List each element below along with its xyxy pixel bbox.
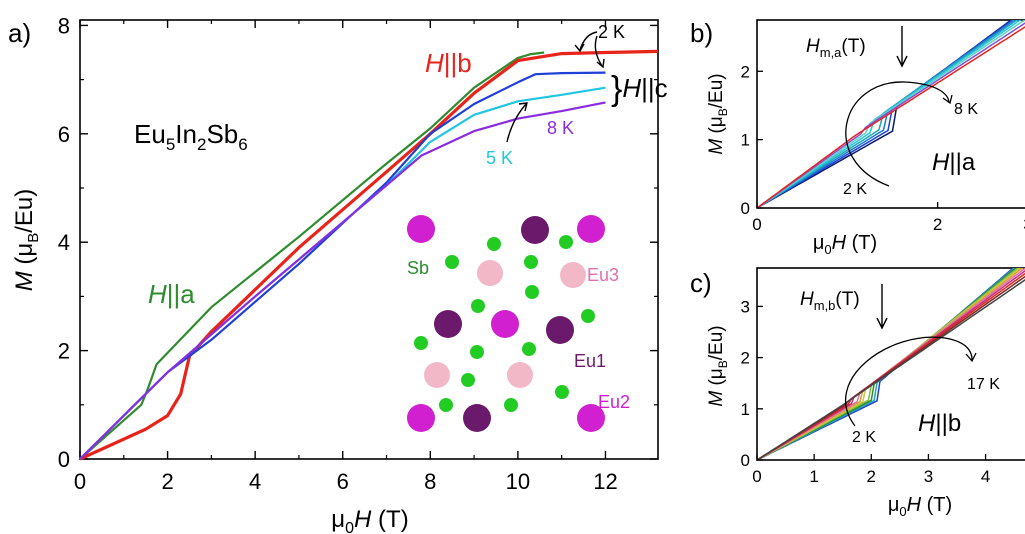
sb-atoms <box>414 235 595 412</box>
panel-a-xlabel: μ0H (T) <box>331 506 408 534</box>
x-tick-label: 0 <box>74 469 86 494</box>
temperature-curve-5 <box>757 268 1024 460</box>
panel-b: b) Hm,a(T) 8 K 2 K H||a μ0H (T) M (μB/Eu… <box>690 18 1025 257</box>
annotation-arrows <box>506 31 605 143</box>
panel-b-frame <box>756 19 1025 209</box>
y-tick-label: 2 <box>741 62 750 81</box>
y-tick-label: 2 <box>58 339 70 364</box>
panel-b-high-t: 8 K <box>954 101 978 118</box>
panel-c-ylabel: M (μB/Eu) <box>706 325 730 406</box>
x-tick-label: 2 <box>161 469 173 494</box>
temperature-curve-6 <box>757 268 1025 460</box>
x-tick-label: 2 <box>933 215 942 234</box>
x-tick-label: 0 <box>752 467 761 486</box>
panel-c-frame <box>756 267 1025 461</box>
temperature-curve-0 <box>757 268 1015 460</box>
temperature-curve-4 <box>757 268 1022 460</box>
x-tick-label: 4 <box>981 467 990 486</box>
x-tick-label: 0 <box>752 215 761 234</box>
temperature-curve-3 <box>757 268 1019 460</box>
x-tick-label: 12 <box>593 469 617 494</box>
y-tick-label: 6 <box>58 122 70 147</box>
y-tick-label: 1 <box>741 400 750 419</box>
panel-c-field-label: H||b <box>918 410 961 437</box>
y-tick-label: 1 <box>741 131 750 150</box>
temperature-curve-5 <box>757 20 1025 208</box>
panel-c-hm-label: Hm,b(T) <box>800 289 860 313</box>
panel-b-low-t: 2 K <box>843 181 867 198</box>
y-tick-label: 8 <box>58 13 70 38</box>
panel-b-label: b) <box>690 18 713 48</box>
panel-b-ylabel: M (μB/Eu) <box>706 73 730 154</box>
eu1-label: Eu1 <box>574 351 606 371</box>
y-tick-label: 0 <box>741 199 750 218</box>
label-h-c: }H||c <box>611 70 668 108</box>
panel-c-ticks: 0 1 2 3 4 0 1 2 3 <box>741 297 991 486</box>
series-line-1 <box>79 49 659 461</box>
label-5k: 5 K <box>486 148 513 168</box>
panel-c-xlabel: μ0H (T) <box>888 494 952 519</box>
panel-a-frame <box>79 19 659 460</box>
x-tick-label: 1 <box>809 467 818 486</box>
series-line-4 <box>79 101 606 460</box>
temperature-curve-6 <box>757 22 1025 208</box>
panel-c-high-t: 17 K <box>967 376 1000 393</box>
compound-formula: Eu5In2Sb6 <box>134 119 248 154</box>
panel-c-low-t: 2 K <box>852 429 876 446</box>
label-h-a: H||a <box>148 279 195 309</box>
panel-b-xlabel: μ0H (T) <box>813 232 877 257</box>
panel-a-series <box>79 49 659 461</box>
eu2-atoms <box>407 215 605 432</box>
x-tick-label: 3 <box>924 467 933 486</box>
sb-label: Sb <box>407 258 429 278</box>
temperature-curve-7 <box>757 26 1025 208</box>
panel-b-hm-label: Hm,a(T) <box>806 36 866 60</box>
panel-a: a) 0 2 4 6 8 10 12 0 2 4 6 8 <box>8 13 668 534</box>
panel-b-series <box>757 20 1025 208</box>
temperature-curve-10 <box>757 279 1025 460</box>
panel-c-label: c) <box>690 268 712 298</box>
eu3-label: Eu3 <box>587 265 619 285</box>
panel-a-ylabel: M (μB/Eu) <box>11 189 42 292</box>
temperature-curve-1 <box>757 268 1016 460</box>
y-tick-label: 0 <box>741 451 750 470</box>
temperature-curve-2 <box>757 268 1018 460</box>
panel-c: c) Hm,b(T) 17 K 2 K H||b μ0H (T) M (μB/E… <box>690 267 1025 519</box>
x-tick-label: 10 <box>506 469 530 494</box>
x-tick-label: 3 <box>1023 215 1025 234</box>
panel-a-ticks: 0 2 4 6 8 10 12 0 2 4 6 8 <box>58 13 658 494</box>
panel-c-hm-arrow <box>876 284 888 330</box>
label-2k: 2 K <box>598 22 625 42</box>
x-tick-label: 6 <box>337 469 349 494</box>
label-8k: 8 K <box>547 118 574 138</box>
x-tick-label: 2 <box>867 467 876 486</box>
y-tick-label: 3 <box>741 297 750 316</box>
panel-b-temp-arrow <box>845 81 950 187</box>
eu1-atoms <box>434 216 574 432</box>
panel-b-hm-arrow <box>896 26 908 68</box>
panel-b-field-label: H||a <box>932 149 976 176</box>
panel-c-temp-arrow <box>844 336 973 427</box>
x-tick-label: 4 <box>249 469 261 494</box>
panel-a-label: a) <box>8 18 31 48</box>
y-tick-label: 4 <box>58 230 70 255</box>
panel-b-ticks: 0 2 3 0 1 2 <box>741 62 1025 234</box>
panel-c-series <box>757 268 1025 460</box>
eu3-atoms <box>424 260 586 388</box>
series-line-0 <box>79 51 545 460</box>
temperature-curve-4 <box>757 20 1022 208</box>
y-tick-label: 0 <box>58 447 70 472</box>
crystal-structure: Sb Eu3 Eu1 Eu2 <box>407 215 630 432</box>
eu2-label: Eu2 <box>598 392 630 412</box>
x-tick-label: 8 <box>424 469 436 494</box>
label-h-b: H||b <box>425 48 472 78</box>
y-tick-label: 2 <box>741 349 750 368</box>
